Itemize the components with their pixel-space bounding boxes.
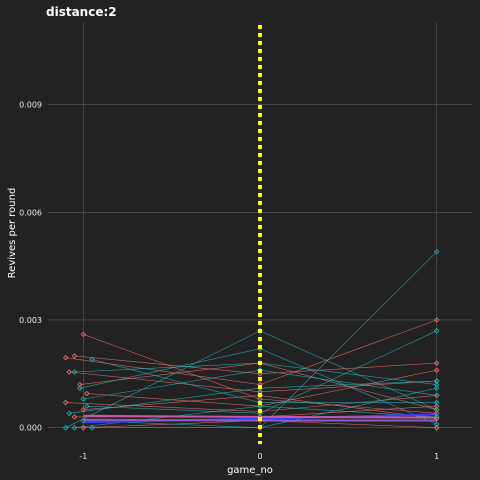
data-point-red — [62, 354, 69, 361]
data-point-red — [66, 369, 72, 375]
data-point-red — [433, 317, 440, 323]
data-point-teal — [84, 403, 90, 409]
data-point-teal — [433, 406, 440, 413]
data-point-teal — [77, 385, 83, 391]
series-line-red — [69, 371, 437, 393]
data-point-red — [71, 353, 78, 359]
x-axis-label: game_no — [227, 465, 273, 476]
data-point-teal — [433, 399, 440, 406]
data-point-teal — [80, 396, 87, 402]
x-tick-label: 1 — [434, 452, 439, 461]
data-point-red — [433, 424, 440, 431]
data-point-teal — [433, 381, 440, 388]
summary-line-pink — [83, 414, 437, 419]
data-point-teal — [71, 424, 78, 431]
data-point-red — [433, 367, 440, 374]
data-point-red — [71, 414, 78, 420]
data-point-teal — [433, 249, 440, 255]
data-point-teal — [71, 369, 78, 375]
data-point-teal — [433, 414, 440, 420]
x-tick-labels: -1 0 1 — [79, 452, 439, 461]
data-point-red — [433, 410, 440, 417]
data-point-teal — [62, 424, 69, 431]
x-tick-label: 0 — [257, 452, 262, 461]
data-point-teal — [257, 403, 263, 409]
x-tick-label: -1 — [79, 452, 87, 461]
chart-title: distance:2 — [46, 5, 117, 19]
data-point-red — [433, 360, 440, 366]
series-line-red — [65, 319, 437, 385]
data-point-red — [62, 399, 69, 406]
data-point-teal — [433, 392, 440, 399]
y-tick-labels: 0.000 0.003 0.006 0.009 — [19, 101, 42, 433]
data-point-teal — [66, 410, 72, 417]
y-tick-label: 0.006 — [19, 208, 42, 217]
series-line-red — [83, 334, 437, 414]
data-point-red — [80, 406, 87, 413]
data-point-red — [80, 331, 87, 338]
y-tick-label: 0.003 — [19, 316, 42, 325]
y-tick-label: 0.000 — [19, 424, 42, 433]
data-point-teal — [433, 327, 440, 334]
data-point-teal — [80, 417, 87, 424]
data-point-teal — [433, 421, 440, 427]
data-point-teal — [433, 378, 440, 384]
series-line-red — [74, 355, 437, 375]
y-axis-label: Revives per round — [7, 188, 18, 279]
data-point-teal — [89, 424, 95, 431]
data-point-teal — [433, 385, 440, 391]
data-point-red — [257, 371, 263, 377]
data-point-red — [433, 403, 440, 409]
data-point-teal — [89, 356, 95, 363]
data-point-red — [77, 381, 83, 388]
data-point-red — [80, 424, 87, 431]
data-point-red — [84, 390, 90, 397]
y-tick-label: 0.009 — [19, 101, 42, 110]
